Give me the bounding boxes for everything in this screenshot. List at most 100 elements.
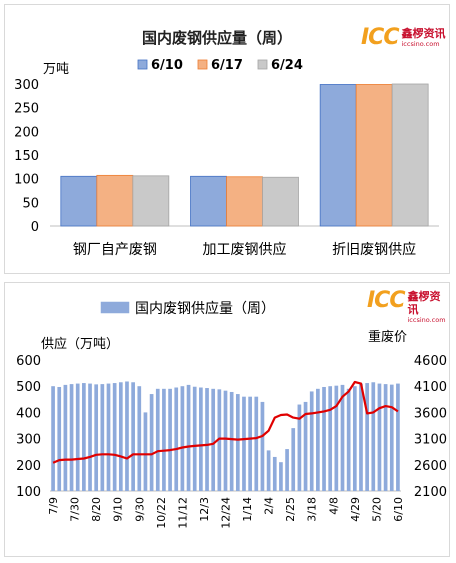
supply-bar [254, 396, 259, 491]
supply-bar [352, 386, 357, 491]
supply-bar [334, 385, 339, 491]
x-tick-label: 3/18 [306, 497, 319, 522]
supply-bar [82, 383, 86, 491]
supply-bar [229, 391, 234, 491]
chart-title: 国内废钢供应量（周） [142, 29, 292, 47]
y2-axis-label: 重废价 [368, 329, 407, 345]
y2-tick-label: 3600 [414, 406, 447, 421]
supply-bar [340, 384, 345, 491]
supply-bar [303, 401, 308, 491]
y2-tick-label: 2600 [414, 459, 447, 474]
supply-bar [260, 401, 265, 491]
category-label: 钢厂自产废钢 [73, 242, 157, 258]
legend-label: 6/24 [271, 58, 303, 73]
supply-bar [149, 394, 154, 491]
series-6-17-bar [96, 174, 134, 227]
supply-bar [106, 383, 111, 491]
x-tick-label: 10/22 [155, 497, 168, 529]
y-tick-label: 600 [16, 354, 41, 369]
x-tick-label: 4/29 [349, 497, 362, 522]
supply-by-source-chart-panel: 国内废钢供应量（周） 万吨 0 50 100 150 200 250 300 钢厂自产废钢 加工废钢… [4, 4, 450, 274]
x-tick-label: 4/8 [327, 497, 340, 515]
y-tick-label: 100 [16, 485, 41, 500]
logo-url-text: iccsino.com [401, 40, 440, 48]
y2-tick-label: 4100 [414, 380, 447, 395]
icc-logo: ICC 鑫椤资讯 iccsino.com [361, 27, 445, 49]
x-tick-label: 12/24 [220, 497, 233, 529]
y-tick-label: 0 [31, 220, 39, 235]
series-6-24-bar [262, 176, 299, 227]
x-tick-label: 7/30 [69, 497, 82, 522]
supply-bar [51, 386, 55, 491]
supply-bar [180, 386, 185, 491]
category-label: 加工废钢供应 [203, 241, 287, 258]
x-tick-label: 7/9 [47, 497, 60, 515]
supply-bar [279, 462, 283, 491]
supply-bar [328, 386, 333, 491]
category-label: 折旧废钢供应 [332, 241, 416, 258]
logo-cn-text: 鑫椤资讯 [401, 27, 446, 40]
y-tick-label: 100 [14, 173, 39, 188]
legend-swatch [197, 59, 208, 70]
x-tick-label: 12/3 [198, 497, 211, 522]
series-6-24-bar [391, 83, 429, 227]
x-tick-label: 5/20 [370, 497, 383, 522]
supply-bar [346, 388, 351, 491]
supply-bar [125, 381, 129, 491]
supply-bar [112, 383, 117, 491]
y-axis-label: 供应（万吨） [41, 336, 119, 352]
logo-cn-text: 鑫椤资讯 [407, 290, 441, 316]
supply-bar [137, 386, 142, 491]
legend-swatch [100, 301, 130, 314]
supply-bar [297, 404, 302, 491]
x-tick-label: 2/25 [284, 497, 297, 522]
x-tick-label: 2/4 [263, 497, 276, 515]
supply-bar [88, 383, 92, 491]
supply-bar [155, 388, 160, 491]
supply-bar [192, 386, 197, 491]
legend-label: 6/10 [151, 58, 183, 73]
supply-bar [248, 396, 252, 491]
supply-bar [186, 384, 191, 491]
supply-bar [309, 391, 314, 491]
y2-tick-label: 4600 [414, 354, 447, 369]
supply-bar [57, 386, 62, 491]
supply-bar [316, 388, 320, 491]
chart-title: 国内废钢供应量（周） [135, 300, 275, 317]
supply-bar [272, 456, 277, 491]
y-tick-label: 150 [14, 149, 39, 164]
supply-bar [63, 384, 68, 491]
supply-bar [371, 382, 376, 491]
weekly-supply-price-chart-panel: 国内废钢供应量（周） 供应（万吨） 重废价 100 200 300 400 500 600 210… [4, 282, 450, 557]
supply-bar [69, 384, 74, 491]
supply-bar [223, 390, 228, 491]
supply-bar [143, 412, 148, 491]
supply-bar [217, 389, 222, 491]
legend-label: 6/17 [211, 58, 243, 73]
icc-logo: ICC 鑫椤资讯 iccsino.com [367, 290, 449, 325]
y2-tick-label: 3100 [414, 433, 447, 448]
y-tick-label: 250 [14, 102, 39, 117]
supply-bar [75, 383, 80, 491]
price-line [52, 380, 399, 464]
legend-swatch [257, 59, 268, 70]
y-tick-label: 500 [16, 380, 41, 395]
series-6-17-bar [226, 176, 263, 227]
series-6-17-bar [355, 84, 393, 227]
supply-bar [205, 388, 209, 491]
x-tick-label: 9/30 [133, 497, 146, 522]
series-6-24-bar [132, 175, 170, 227]
logo-mark: ICC [361, 25, 399, 50]
y2-tick-label: 2100 [414, 485, 447, 500]
supply-bar [266, 450, 271, 491]
supply-bar [285, 449, 289, 491]
supply-bar [396, 383, 400, 491]
legend-swatch [137, 59, 148, 70]
y-tick-label: 50 [22, 196, 39, 211]
supply-bar [100, 384, 105, 491]
supply-bar [359, 383, 363, 491]
supply-by-source-chart: 国内废钢供应量（周） 万吨 0 50 100 150 200 250 300 钢厂自产废钢 加工废钢… [14, 29, 439, 258]
supply-bar [383, 384, 388, 491]
x-tick-label: 11/12 [176, 497, 189, 529]
supply-bar [377, 383, 382, 491]
